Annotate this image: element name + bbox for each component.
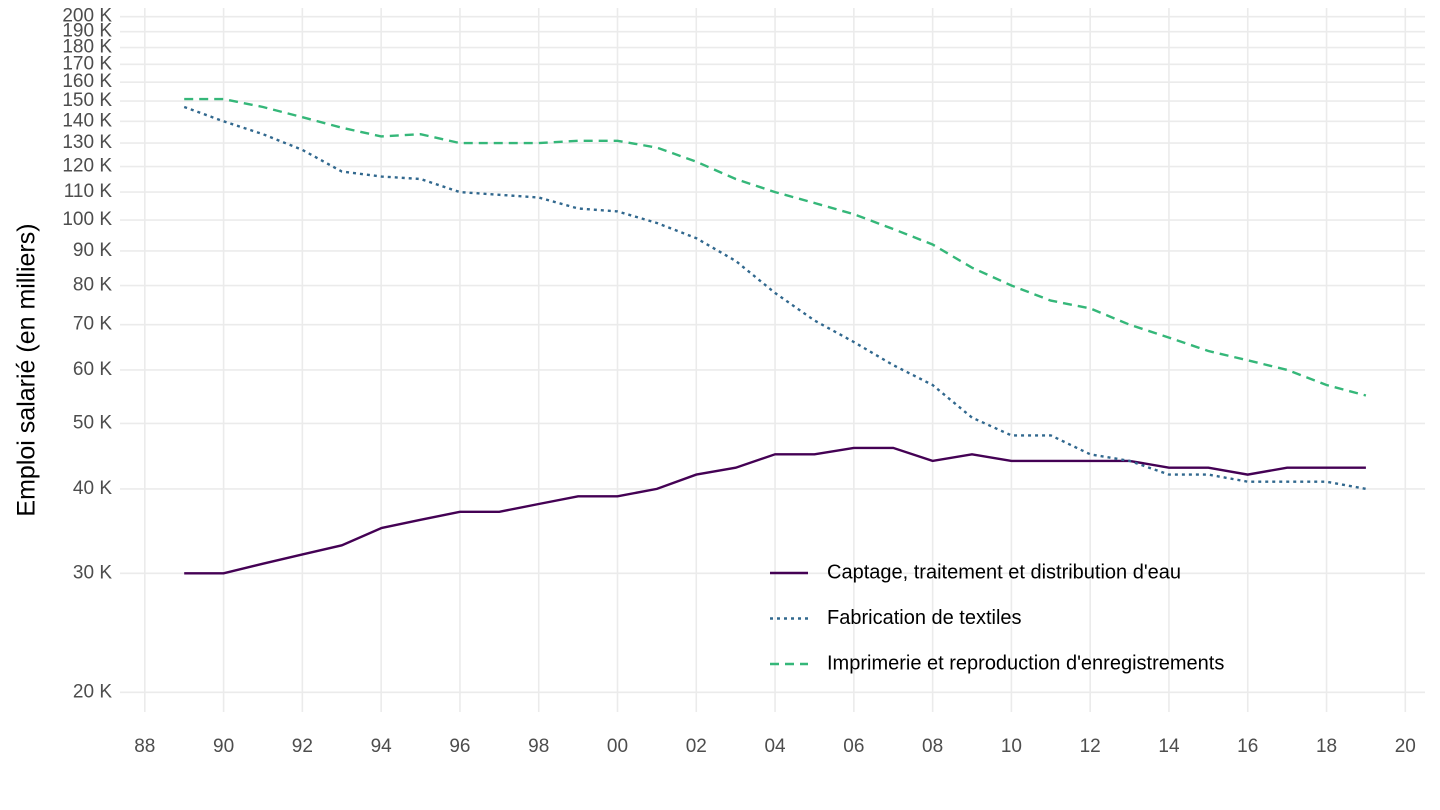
y-tick-label: 80 K bbox=[73, 275, 112, 296]
y-tick-label: 190 K bbox=[62, 21, 112, 42]
y-tick-label: 180 K bbox=[62, 37, 112, 58]
y-tick-label: 160 K bbox=[62, 71, 112, 92]
y-tick-label: 150 K bbox=[62, 90, 112, 111]
y-tick-label: 100 K bbox=[62, 209, 112, 230]
legend-label: Imprimerie et reproduction d'enregistrem… bbox=[827, 652, 1224, 674]
y-tick-label: 60 K bbox=[73, 359, 112, 380]
x-tick-label: 88 bbox=[134, 736, 155, 757]
x-tick-label: 98 bbox=[528, 736, 549, 757]
y-tick-label: 130 K bbox=[62, 132, 112, 153]
y-tick-label: 70 K bbox=[73, 314, 112, 335]
series-line bbox=[184, 446, 1366, 575]
x-tick-label: 00 bbox=[607, 736, 628, 757]
y-tick-label: 90 K bbox=[73, 240, 112, 261]
x-tick-label: 10 bbox=[1001, 736, 1022, 757]
series-line bbox=[184, 97, 1367, 397]
x-tick-label: 04 bbox=[764, 736, 786, 757]
y-tick-label: 30 K bbox=[73, 562, 112, 583]
x-tick-label: 06 bbox=[843, 736, 864, 757]
x-tick-label: 14 bbox=[1158, 736, 1180, 757]
y-tick-label: 120 K bbox=[62, 156, 112, 177]
x-tick-label: 20 bbox=[1395, 736, 1416, 757]
y-axis-title: Emploi salarié (en milliers) bbox=[13, 223, 41, 516]
x-tick-label: 08 bbox=[922, 736, 943, 757]
y-tick-label: 140 K bbox=[62, 110, 112, 131]
legend-label: Captage, traitement et distribution d'ea… bbox=[827, 561, 1181, 583]
y-tick-label: 50 K bbox=[73, 412, 112, 433]
x-tick-label: 94 bbox=[371, 736, 393, 757]
y-tick-label: 40 K bbox=[73, 478, 112, 499]
x-tick-label: 18 bbox=[1316, 736, 1337, 757]
y-tick-label: 200 K bbox=[62, 6, 112, 27]
x-tick-label: 12 bbox=[1080, 736, 1101, 757]
y-tick-label: 170 K bbox=[62, 53, 112, 74]
y-tick-label: 110 K bbox=[64, 181, 113, 202]
y-tick-label: 20 K bbox=[73, 681, 112, 702]
x-tick-label: 16 bbox=[1237, 736, 1258, 757]
x-tick-label: 96 bbox=[449, 736, 470, 757]
x-tick-label: 02 bbox=[686, 736, 707, 757]
legend-label: Fabrication de textiles bbox=[827, 607, 1022, 629]
series-line bbox=[183, 105, 1367, 491]
x-tick-label: 92 bbox=[292, 736, 313, 757]
x-tick-label: 90 bbox=[213, 736, 234, 757]
